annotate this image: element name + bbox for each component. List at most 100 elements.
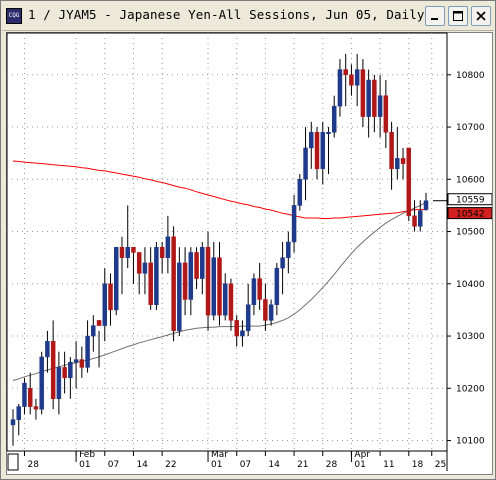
candle-body [360, 69, 366, 117]
scroll-marker [7, 453, 19, 471]
candle-body [423, 200, 429, 210]
candle-body [366, 79, 371, 117]
minimize-button[interactable] [425, 6, 445, 26]
candle-body [240, 330, 245, 337]
candle-body [56, 367, 62, 399]
cqg-app-icon[interactable]: CQG [6, 8, 22, 24]
candle-body [205, 246, 211, 316]
candle-body [372, 79, 377, 117]
chart-panel[interactable] [6, 32, 493, 475]
close-icon [476, 11, 486, 21]
candle-body [73, 359, 79, 363]
title-bar[interactable]: CQG 1 / JYAM5 - Japanese Yen-All Session… [2, 2, 494, 31]
candle-body [228, 283, 234, 321]
y-tick-label: 10200 [456, 384, 485, 394]
candle-body [343, 69, 348, 76]
x-tick-label: 01 [79, 460, 90, 470]
candle-body [326, 132, 331, 135]
candle-body [337, 69, 343, 107]
candle-body [217, 257, 222, 316]
x-tick-label: 11 [383, 460, 394, 470]
candle-body [257, 278, 262, 300]
candle-body [406, 147, 412, 217]
moving-average-line [12, 160, 426, 219]
candle-body [182, 262, 188, 300]
candle-body [27, 388, 33, 407]
ma-price-label: 10542 [456, 210, 485, 220]
candle-body [245, 304, 251, 332]
candle-body [280, 257, 285, 269]
candle-body [303, 147, 308, 180]
candlestick-chart[interactable]: 10100 10200 10300 10400 10500 10600 10700 10800… [5, 31, 492, 474]
x-tick-label: 28 [326, 460, 338, 470]
candle-body [418, 210, 423, 227]
x-tick-label: 28 [27, 460, 39, 470]
month-label: Mar [211, 450, 228, 460]
candle-body [297, 179, 303, 206]
x-tick-label: 22 [165, 460, 176, 470]
candle-body [22, 382, 27, 407]
candle-body [177, 262, 182, 332]
x-tick-label: 01 [354, 460, 365, 470]
candle-body [286, 241, 291, 258]
candle-body [188, 252, 194, 300]
candle-body [125, 246, 130, 258]
candle-body [136, 252, 142, 274]
maximize-icon [453, 11, 463, 21]
y-tick-label: 10300 [456, 332, 485, 342]
candle-body [114, 246, 119, 311]
y-tick-label: 10100 [456, 437, 485, 447]
candle-body [389, 132, 394, 170]
candle-body [395, 158, 400, 170]
x-tick-label: 21 [297, 460, 308, 470]
candle-body [309, 132, 314, 149]
candle-body [349, 74, 354, 86]
candle-body [383, 95, 389, 133]
candle-body [291, 205, 297, 243]
candle-body [274, 267, 280, 305]
x-tick-label: 01 [211, 460, 222, 470]
candle-body [62, 367, 67, 379]
candle-body [320, 132, 325, 170]
candle-body [154, 246, 159, 305]
maximize-button[interactable] [448, 6, 468, 26]
candle-body [377, 95, 383, 117]
candle-body [142, 262, 148, 274]
candle-body [222, 283, 228, 316]
candle-body [234, 320, 239, 337]
candle-body [268, 304, 274, 321]
last-price-label: 10559 [456, 196, 485, 206]
y-tick-label: 10500 [456, 228, 485, 238]
y-tick-label: 10600 [456, 175, 485, 185]
minimize-icon [431, 18, 438, 20]
candle-body [159, 246, 165, 258]
candle-body [148, 262, 153, 305]
candle-body [354, 69, 360, 86]
x-tick-label: 14 [268, 460, 280, 470]
candle-body [16, 406, 21, 420]
candle-body [50, 341, 56, 399]
candle-body [108, 283, 113, 311]
candle-body [79, 359, 85, 368]
candle-body [200, 246, 205, 279]
y-tick-label: 10400 [456, 280, 485, 290]
candle-body [211, 257, 217, 316]
candle-body [119, 246, 125, 258]
candle-body [165, 236, 171, 258]
y-tick-label: 10800 [456, 71, 485, 81]
candle-body [194, 252, 199, 279]
candle-body [171, 236, 176, 332]
candle-body [131, 246, 136, 253]
month-label: Feb [79, 450, 95, 460]
candle-body [68, 361, 73, 379]
candle-body [263, 299, 268, 321]
close-button[interactable] [471, 6, 491, 26]
candle-body [331, 105, 337, 133]
candle-body [85, 335, 90, 368]
x-tick-label: 07 [108, 460, 119, 470]
x-tick-label: 18 [412, 460, 424, 470]
ma-price-box [447, 207, 492, 220]
candle-body [10, 419, 16, 426]
x-tick-label: 25 [435, 460, 446, 470]
